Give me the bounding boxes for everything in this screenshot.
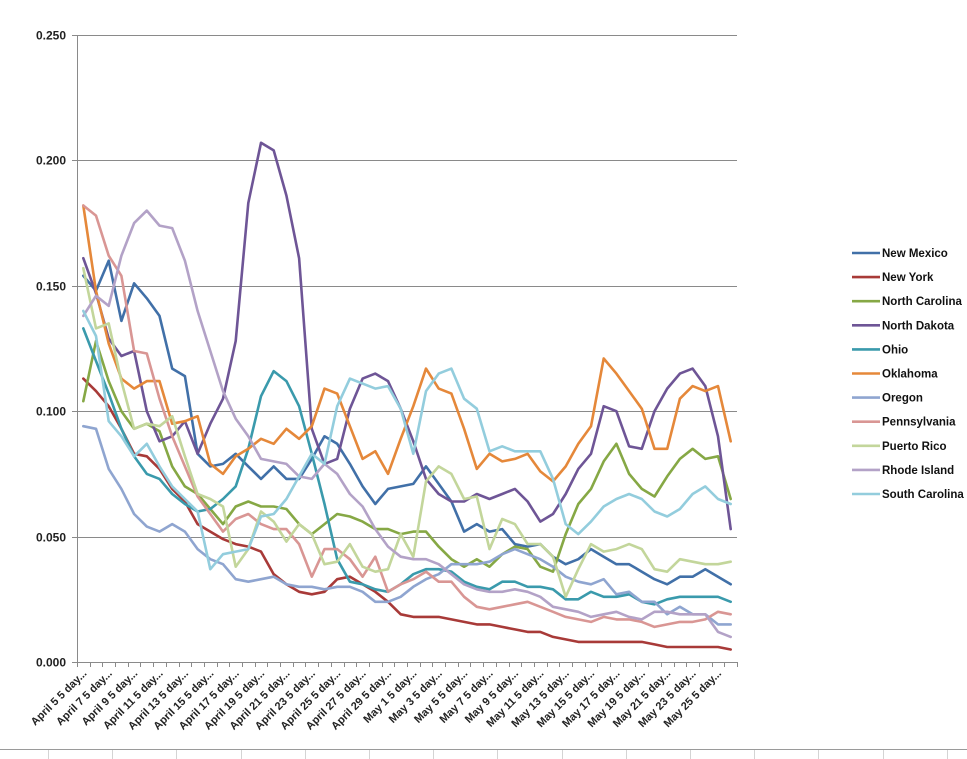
legend-item: North Carolina: [852, 296, 962, 308]
y-tick-label: 0.200: [36, 154, 66, 168]
legend-item: Oregon: [852, 393, 923, 405]
legend-label: North Carolina: [882, 296, 962, 308]
series-line-north-carolina: [82, 339, 733, 574]
series-line-oregon: [82, 424, 733, 626]
y-tick-label: 0.050: [36, 531, 66, 545]
series-line-north-dakota: [82, 141, 733, 531]
legend-label: Oregon: [882, 393, 923, 405]
legend-item: Puerto Rico: [852, 441, 947, 453]
legend-label: Pennsylvania: [882, 417, 956, 429]
spreadsheet-cell-grid: [0, 749, 967, 759]
legend-item: Oklahoma: [852, 369, 938, 381]
y-axis-tick-labels: 0.000 0.050 0.100 0.150 0.200 0.250: [36, 29, 66, 670]
legend-label: New York: [882, 272, 934, 284]
legend-item: New York: [852, 272, 934, 284]
series-line-oklahoma: [82, 204, 733, 483]
series-line-south-carolina: [82, 309, 733, 571]
legend-item: Ohio: [852, 344, 908, 356]
legend-item: Rhode Island: [852, 465, 954, 477]
legend-label: North Dakota: [882, 320, 955, 332]
series-line-ohio: [82, 327, 733, 606]
legend-label: South Carolina: [882, 489, 964, 501]
legend-label: New Mexico: [882, 248, 948, 260]
y-tick-label: 0.250: [36, 29, 66, 43]
legend-label: Rhode Island: [882, 465, 954, 477]
legend-label: Puerto Rico: [882, 441, 947, 453]
x-axis-tick-labels: April 5 5 day...April 7 5 day...April 9 …: [29, 668, 724, 733]
gridlines: [72, 35, 737, 663]
legend-label: Oklahoma: [882, 369, 938, 381]
y-tick-label: 0.100: [36, 405, 66, 419]
series-line-new-york: [82, 377, 733, 651]
axes: [77, 35, 738, 667]
legend-label: Ohio: [882, 344, 908, 356]
legend: New Mexico New York North Carolina North Da…: [852, 248, 964, 501]
series-line-rhode-island: [82, 209, 733, 639]
y-tick-label: 0.150: [36, 280, 66, 294]
y-tick-label: 0.000: [36, 656, 66, 670]
series-line-puerto-rico: [82, 266, 733, 599]
series-line-pennsylvania: [82, 204, 733, 629]
series-line-new-mexico: [82, 259, 733, 586]
series-lines: [82, 141, 733, 651]
legend-item: Pennsylvania: [852, 417, 956, 429]
legend-item: South Carolina: [852, 489, 964, 501]
legend-item: New Mexico: [852, 248, 948, 260]
legend-item: North Dakota: [852, 320, 955, 332]
